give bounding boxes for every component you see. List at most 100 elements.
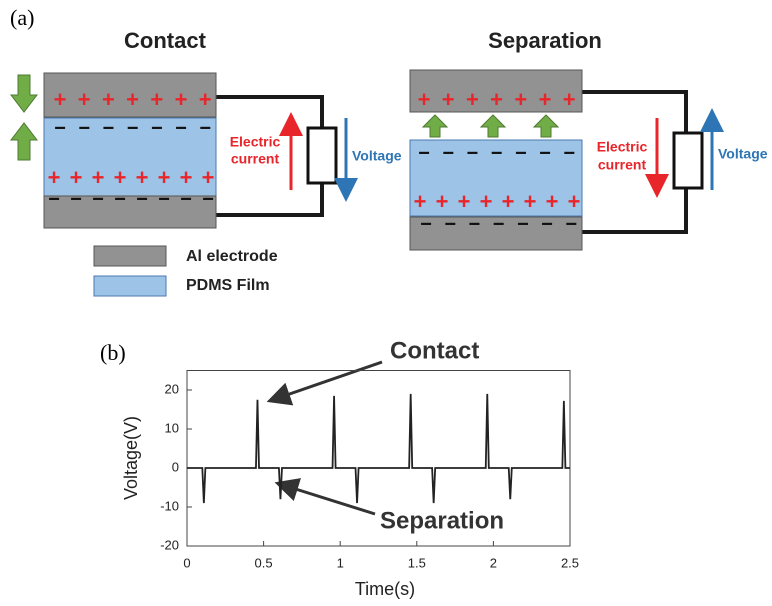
negative-charge: −: [442, 142, 454, 164]
positive-charge: +: [563, 87, 576, 112]
negative-charge: −: [565, 213, 577, 235]
positive-charge: +: [202, 165, 215, 190]
negative-charge: −: [78, 117, 90, 139]
positive-charge: +: [175, 87, 188, 112]
negative-charge: −: [180, 188, 192, 210]
positive-charge: +: [126, 87, 139, 112]
voltage-label: Voltage: [352, 148, 402, 164]
negative-charge: −: [493, 213, 505, 235]
positive-charge: +: [539, 87, 552, 112]
annotation-arrow: [286, 486, 375, 514]
negative-charge: −: [563, 142, 575, 164]
negative-charge: −: [70, 188, 82, 210]
resistor: [674, 133, 702, 188]
annotation-arrow: [278, 362, 382, 398]
positive-charge: +: [136, 165, 149, 190]
negative-charge: −: [517, 213, 529, 235]
current-label: current: [231, 151, 280, 167]
resistor: [308, 128, 336, 183]
positive-charge: +: [418, 87, 431, 112]
x-tick-label: 2.5: [561, 555, 579, 570]
negative-charge: −: [199, 117, 211, 139]
positive-charge: +: [480, 189, 493, 214]
y-tick-label: 0: [172, 459, 179, 474]
negative-charge: −: [420, 213, 432, 235]
release-arrow: [423, 115, 447, 137]
x-tick-label: 2: [490, 555, 497, 570]
positive-charge: +: [458, 189, 471, 214]
press-arrow: [11, 123, 37, 160]
positive-charge: +: [524, 189, 537, 214]
x-axis-label: Time(s): [355, 579, 415, 599]
negative-charge: −: [136, 188, 148, 210]
contact-title: Contact: [124, 28, 207, 53]
figure: (a) Contact Separation Electric current …: [0, 0, 772, 606]
positive-charge: +: [180, 165, 193, 190]
positive-charge: +: [102, 87, 115, 112]
y-tick-label: -10: [160, 498, 179, 513]
negative-charge: −: [418, 142, 430, 164]
separation-title: Separation: [488, 28, 602, 53]
negative-charge: −: [92, 188, 104, 210]
positive-charge: +: [114, 165, 127, 190]
current-label: Electric: [597, 139, 648, 155]
negative-charge: −: [127, 117, 139, 139]
positive-charge: +: [502, 189, 515, 214]
positive-charge: +: [70, 165, 83, 190]
positive-charge: +: [48, 165, 61, 190]
y-tick-label: -20: [160, 537, 179, 552]
y-axis-label: Voltage(V): [121, 416, 141, 500]
y-tick-label: 20: [165, 381, 179, 396]
negative-charge: −: [539, 142, 551, 164]
negative-charge: −: [469, 213, 481, 235]
release-arrow: [534, 115, 558, 137]
current-label: current: [598, 157, 647, 173]
legend-label: Al electrode: [186, 248, 278, 265]
x-tick-label: 1.5: [408, 555, 426, 570]
positive-charge: +: [442, 87, 455, 112]
positive-charge: +: [436, 189, 449, 214]
positive-charge: +: [150, 87, 163, 112]
negative-charge: −: [48, 188, 60, 210]
x-tick-label: 0: [183, 555, 190, 570]
negative-charge: −: [114, 188, 126, 210]
positive-charge: +: [514, 87, 527, 112]
annotation: Contact: [390, 337, 479, 364]
positive-charge: +: [92, 165, 105, 190]
negative-charge: −: [151, 117, 163, 139]
positive-charge: +: [466, 87, 479, 112]
voltage-label: Voltage: [718, 146, 768, 162]
plot-frame: [187, 371, 570, 547]
negative-charge: −: [103, 117, 115, 139]
current-label: Electric: [230, 134, 281, 150]
negative-charge: −: [491, 142, 503, 164]
x-tick-label: 1: [337, 555, 344, 570]
positive-charge: +: [546, 189, 559, 214]
positive-charge: +: [199, 87, 212, 112]
press-arrow: [11, 75, 37, 112]
panel-label: (b): [100, 340, 126, 365]
annotation: Separation: [380, 507, 504, 534]
negative-charge: −: [158, 188, 170, 210]
positive-charge: +: [490, 87, 503, 112]
x-tick-label: 0.5: [255, 555, 273, 570]
legend-swatch: [94, 246, 166, 266]
positive-charge: +: [78, 87, 91, 112]
negative-charge: −: [54, 117, 66, 139]
y-tick-label: 10: [165, 420, 179, 435]
negative-charge: −: [541, 213, 553, 235]
release-arrow: [481, 115, 505, 137]
negative-charge: −: [202, 188, 214, 210]
panel-label: (a): [10, 5, 34, 30]
positive-charge: +: [568, 189, 581, 214]
negative-charge: −: [175, 117, 187, 139]
negative-charge: −: [467, 142, 479, 164]
negative-charge: −: [444, 213, 456, 235]
negative-charge: −: [515, 142, 527, 164]
legend-label: PDMS Film: [186, 277, 270, 294]
positive-charge: +: [54, 87, 67, 112]
legend-swatch: [94, 276, 166, 296]
positive-charge: +: [158, 165, 171, 190]
signal-line: [187, 394, 570, 503]
positive-charge: +: [414, 189, 427, 214]
